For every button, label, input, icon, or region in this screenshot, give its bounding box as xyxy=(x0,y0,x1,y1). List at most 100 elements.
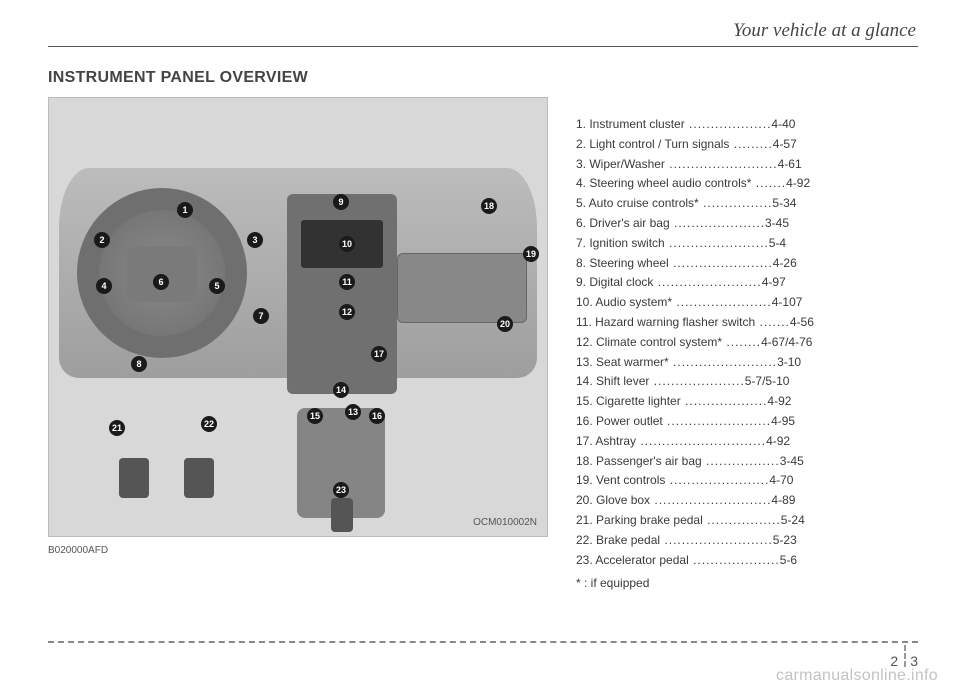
legend-row: 10. Audio system* ......................… xyxy=(576,293,918,313)
page-separator xyxy=(904,645,906,667)
legend-row: 8. Steering wheel ......................… xyxy=(576,254,918,274)
dot-leader: ....................... xyxy=(665,473,769,487)
legend-page: 4-56 xyxy=(790,315,814,329)
watermark-text: carmanualsonline.info xyxy=(776,667,938,685)
callout-14: 14 xyxy=(333,382,349,398)
callout-18: 18 xyxy=(481,198,497,214)
dot-leader: ..................... xyxy=(670,216,765,230)
legend-label: 10. Audio system* xyxy=(576,295,672,309)
legend-label: 14. Shift lever xyxy=(576,374,649,388)
legend-page: 4-92 xyxy=(767,394,791,408)
dot-leader: ....... xyxy=(755,315,790,329)
legend-page: 4-92 xyxy=(766,434,790,448)
legend-label: 2. Light control / Turn signals xyxy=(576,137,729,151)
pedal-right xyxy=(331,498,353,532)
callout-16: 16 xyxy=(369,408,385,424)
callout-10: 10 xyxy=(339,236,355,252)
legend-row: 13. Seat warmer* .......................… xyxy=(576,353,918,373)
dot-leader: ........................ xyxy=(653,275,761,289)
dot-leader: .................... xyxy=(689,553,780,567)
legend-label: 16. Power outlet xyxy=(576,414,663,428)
dot-leader: ....................... xyxy=(665,236,769,250)
legend-label: 23. Accelerator pedal xyxy=(576,553,689,567)
legend-label: 12. Climate control system* xyxy=(576,335,722,349)
legend-page: 4-95 xyxy=(771,414,795,428)
legend-label: 4. Steering wheel audio controls* xyxy=(576,176,751,190)
chapter-header: Your vehicle at a glance xyxy=(48,20,918,47)
callout-20: 20 xyxy=(497,316,513,332)
legend-row: 21. Parking brake pedal ................… xyxy=(576,511,918,531)
callout-3: 3 xyxy=(247,232,263,248)
callout-9: 9 xyxy=(333,194,349,210)
legend-page: 3-45 xyxy=(765,216,789,230)
callout-17: 17 xyxy=(371,346,387,362)
legend-label: 11. Hazard warning flasher switch xyxy=(576,315,755,329)
legend-page: 4-61 xyxy=(778,157,802,171)
legend-row: 5. Auto cruise controls* ...............… xyxy=(576,194,918,214)
callout-13: 13 xyxy=(345,404,361,420)
legend-page: 5-34 xyxy=(772,196,796,210)
legend-label: 22. Brake pedal xyxy=(576,533,660,547)
dot-leader: ................ xyxy=(699,196,773,210)
legend-row: 15. Cigarette lighter ..................… xyxy=(576,392,918,412)
legend-page: 5-4 xyxy=(769,236,786,250)
legend-page: 5-23 xyxy=(773,533,797,547)
dot-leader: ..................... xyxy=(649,374,744,388)
legend-row: 3. Wiper/Washer ........................… xyxy=(576,155,918,175)
legend-label: 3. Wiper/Washer xyxy=(576,157,665,171)
legend-page: 5-6 xyxy=(780,553,797,567)
legend-label: 19. Vent controls xyxy=(576,473,665,487)
callout-5: 5 xyxy=(209,278,225,294)
dot-leader: ................... xyxy=(685,117,772,131)
legend-row: 7. Ignition switch .....................… xyxy=(576,234,918,254)
legend-page: 5-24 xyxy=(781,513,805,527)
legend-page: 3-45 xyxy=(780,454,804,468)
legend-page: 5-7/5-10 xyxy=(745,374,790,388)
dot-leader: ................. xyxy=(702,454,780,468)
callout-11: 11 xyxy=(339,274,355,290)
dot-leader: ............................. xyxy=(636,434,766,448)
callout-4: 4 xyxy=(96,278,112,294)
legend-row: 2. Light control / Turn signals ........… xyxy=(576,135,918,155)
dot-leader: ......................... xyxy=(665,157,778,171)
legend-label: 8. Steering wheel xyxy=(576,256,669,270)
callout-22: 22 xyxy=(201,416,217,432)
pedal-left xyxy=(119,458,149,498)
legend-row: 16. Power outlet .......................… xyxy=(576,412,918,432)
legend-label: 1. Instrument cluster xyxy=(576,117,685,131)
callout-21: 21 xyxy=(109,420,125,436)
dot-leader: ......... xyxy=(729,137,772,151)
legend-row: 6. Driver's air bag ....................… xyxy=(576,214,918,234)
legend-page: 4-89 xyxy=(771,493,795,507)
legend-row: 14. Shift lever .....................5-7… xyxy=(576,372,918,392)
dot-leader: ........ xyxy=(722,335,761,349)
legend-row: 12. Climate control system* ........4-67… xyxy=(576,333,918,353)
legend-row: 23. Accelerator pedal ..................… xyxy=(576,551,918,571)
legend-page: 4-92 xyxy=(786,176,810,190)
legend-row: 20. Glove box ..........................… xyxy=(576,491,918,511)
legend-label: 7. Ignition switch xyxy=(576,236,665,250)
dot-leader: ........................ xyxy=(663,414,771,428)
legend-label: 9. Digital clock xyxy=(576,275,653,289)
callout-8: 8 xyxy=(131,356,147,372)
legend-label: 5. Auto cruise controls* xyxy=(576,196,699,210)
legend-row: 18. Passenger's air bag ................… xyxy=(576,452,918,472)
figure-code-left: B020000AFD xyxy=(48,545,548,556)
legend-label: 18. Passenger's air bag xyxy=(576,454,702,468)
dot-leader: ........................ xyxy=(669,355,777,369)
legend-page: 4-67/4-76 xyxy=(761,335,812,349)
dot-leader: ...................... xyxy=(672,295,772,309)
legend-page: 3-10 xyxy=(777,355,801,369)
pedal-center xyxy=(184,458,214,498)
legend-row: 9. Digital clock .......................… xyxy=(576,273,918,293)
legend-label: 21. Parking brake pedal xyxy=(576,513,703,527)
footnote: * : if equipped xyxy=(576,574,918,594)
section-title: INSTRUMENT PANEL OVERVIEW xyxy=(48,69,918,87)
legend-page: 4-70 xyxy=(769,473,793,487)
callout-1: 1 xyxy=(177,202,193,218)
glove-box-panel xyxy=(397,253,527,323)
legend-page: 4-26 xyxy=(773,256,797,270)
legend-row: 11. Hazard warning flasher switch ......… xyxy=(576,313,918,333)
dot-leader: ....................... xyxy=(669,256,773,270)
dot-leader: ....... xyxy=(751,176,786,190)
